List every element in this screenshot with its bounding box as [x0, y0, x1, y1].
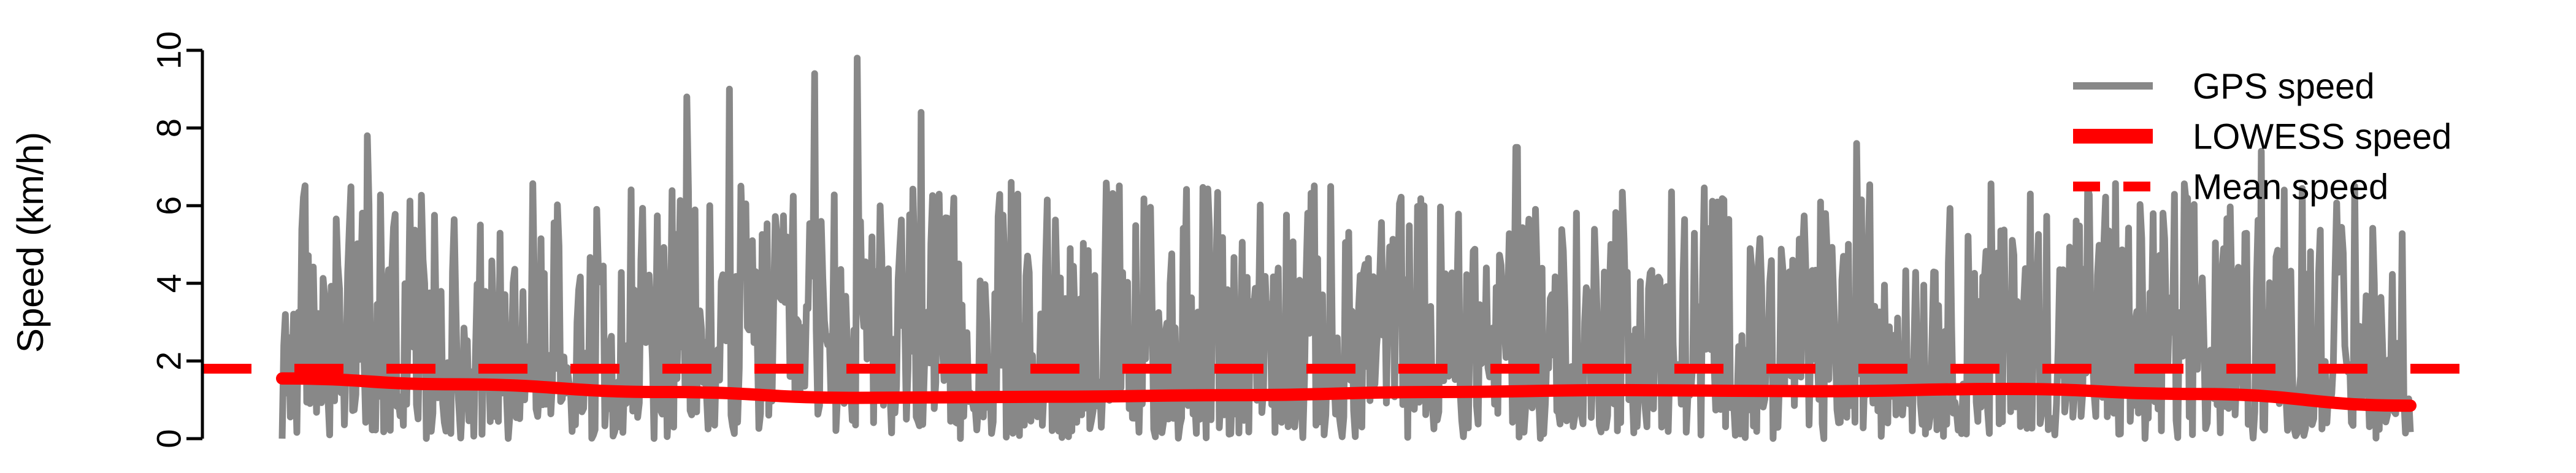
legend: GPS speed LOWESS speed Mean speed [2073, 66, 2451, 207]
lowess-speed-series [276, 372, 2417, 412]
y-tick-label: 10 [150, 31, 188, 69]
gps-speed-line [278, 55, 2414, 442]
legend-label: Mean speed [2193, 167, 2388, 207]
lowess-speed-line [276, 372, 2417, 412]
y-tick-label: 2 [150, 352, 188, 371]
legend-label: LOWESS speed [2193, 117, 2451, 156]
legend-label: GPS speed [2193, 66, 2375, 106]
y-tick-label: 0 [150, 429, 188, 448]
y-tick-label: 8 [150, 118, 188, 137]
y-tick-label: 4 [150, 274, 188, 293]
y-axis: 0 2 4 6 8 10 [150, 31, 204, 448]
y-axis-label: Speed (km/h) [10, 132, 51, 353]
gps-speed-series [278, 55, 2414, 442]
y-tick-label: 6 [150, 196, 188, 215]
